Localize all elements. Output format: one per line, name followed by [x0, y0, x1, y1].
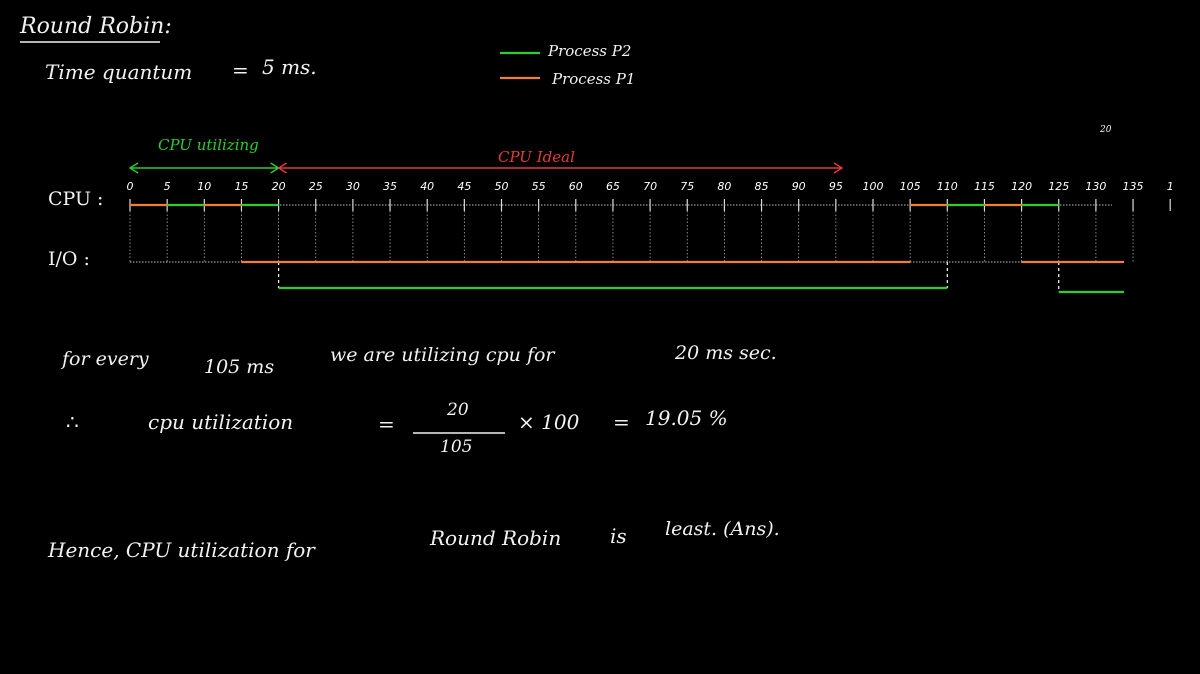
- cpu-utilizing-label: CPU utilizing: [158, 136, 259, 154]
- tick-label: 105: [900, 180, 921, 193]
- time-quantum-equals: =: [232, 58, 249, 82]
- tick-label: 80: [717, 180, 731, 193]
- tick-label: 5: [164, 180, 171, 193]
- io-row-label: I/O :: [48, 248, 90, 270]
- tick-label: 25: [309, 180, 323, 193]
- timeline-gridlines: [129, 199, 1171, 292]
- conclusion-algorithm: Round Robin: [430, 526, 562, 550]
- legend-p2-label: Process P2: [548, 42, 632, 60]
- cpu-idle-label: CPU Ideal: [498, 148, 575, 166]
- formula-multiplier: × 100: [518, 410, 580, 434]
- tick-label: 1: [1167, 180, 1174, 193]
- time-quantum-label: Time quantum: [45, 60, 193, 84]
- tick-label: 65: [606, 180, 620, 193]
- tick-label: 110: [937, 180, 958, 193]
- conclusion-part-1: Hence, CPU utilization for: [48, 538, 315, 562]
- formula-equals-1: =: [378, 412, 395, 436]
- cpu-row-label: CPU :: [48, 188, 104, 210]
- tick-label: 100: [863, 180, 884, 193]
- tick-label: 90: [792, 180, 806, 193]
- tick-label: 60: [569, 180, 583, 193]
- tick-label: 135: [1123, 180, 1144, 193]
- tick-label: 35: [383, 180, 397, 193]
- conclusion-is: is: [610, 524, 627, 548]
- tick-label: 45: [457, 180, 471, 193]
- cpu-idle-arrow: [277, 162, 844, 174]
- tick-label: 55: [532, 180, 546, 193]
- tick-label: 85: [755, 180, 769, 193]
- statement-busy-time: 20 ms sec.: [675, 342, 777, 364]
- tick-label: 15: [234, 180, 248, 193]
- cpu-utilizing-arrow: [128, 162, 280, 174]
- statement-part-3: we are utilizing cpu for: [330, 344, 555, 366]
- therefore-symbol: ∴: [66, 410, 79, 434]
- statement-period: 105 ms: [204, 356, 275, 378]
- tick-label: 130: [1085, 180, 1106, 193]
- tick-label: 50: [495, 180, 509, 193]
- legend-p1-label: Process P1: [552, 70, 636, 88]
- tick-label: 30: [346, 180, 360, 193]
- formula-numerator: 20: [447, 400, 469, 420]
- formula-label: cpu utilization: [148, 410, 294, 434]
- conclusion-answer: least. (Ans).: [665, 518, 780, 540]
- process-segments: [130, 203, 1124, 294]
- corner-mark: 20: [1100, 125, 1112, 135]
- tick-label: 115: [974, 180, 995, 193]
- tick-label: 75: [680, 180, 694, 193]
- tick-label: 0: [127, 180, 134, 193]
- formula-denominator: 105: [440, 437, 473, 457]
- page-title: Round Robin:: [20, 14, 172, 39]
- tick-label: 95: [829, 180, 843, 193]
- statement-part-1: for every: [62, 348, 149, 370]
- tick-label: 10: [197, 180, 211, 193]
- formula-equals-2: =: [613, 410, 630, 434]
- tick-label: 70: [643, 180, 657, 193]
- formula-result: 19.05 %: [645, 406, 728, 430]
- time-quantum-value: 5 ms.: [262, 55, 317, 79]
- tick-label: 120: [1011, 180, 1032, 193]
- tick-label: 20: [272, 180, 286, 193]
- tick-label: 40: [420, 180, 434, 193]
- timeline-tick-labels: 0 5 10 15 20 25 30 35 40 45 50 55 60 65 70 75 80 85 90 95 10…: [127, 180, 1174, 193]
- tick-label: 125: [1048, 180, 1069, 193]
